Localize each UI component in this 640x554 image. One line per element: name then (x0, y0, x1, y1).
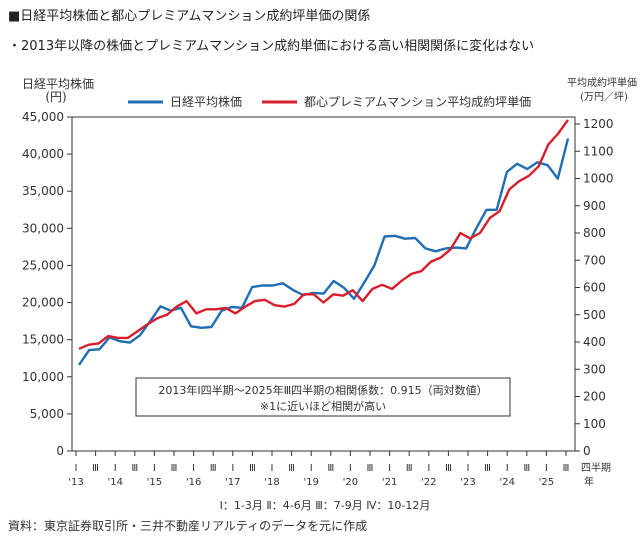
x-quarter-label: Ⅰ (310, 463, 313, 474)
x-year-label: '25 (539, 477, 554, 488)
x-quarter-label: Ⅰ (114, 463, 117, 474)
x-axis: Ⅰ Ⅲ Ⅰ Ⅲ Ⅰ Ⅲ Ⅰ Ⅲ Ⅰ Ⅲ Ⅰ Ⅲ Ⅰ Ⅲ Ⅰ Ⅲ Ⅰ Ⅲ Ⅰ Ⅲ Ⅰ Ⅲ Ⅰ Ⅲ Ⅰ Ⅲ '13 '14 '15 '16 '1… (68, 451, 569, 488)
left-tick-label: 10,000 (22, 370, 64, 384)
x-quarter-label: Ⅰ (192, 463, 195, 474)
x-year-label: '23 (460, 477, 475, 488)
left-axis-unit: (円) (45, 90, 66, 104)
annotation-line-1: 2013年Ⅰ四半期～2025年Ⅲ四半期の相関係数：0.915（両対数値） (158, 383, 487, 397)
legend-label-condo: 都心プレミアムマンション平均成約坪単価 (304, 94, 531, 109)
x-year-label: '19 (303, 477, 318, 488)
x-quarter-label: Ⅲ (210, 463, 217, 474)
x-quarter-label: Ⅲ (406, 463, 413, 474)
x-quarter-label: Ⅰ (427, 463, 430, 474)
right-tick-label: 600 (583, 281, 606, 295)
x-year-label: '18 (264, 477, 279, 488)
right-tick-label: 300 (583, 362, 606, 376)
x-year-label: '21 (382, 477, 397, 488)
left-tick-label: 0 (56, 444, 64, 458)
source-note: 資料：東京証券取引所・三井不動産リアルティのデータを元に作成 (8, 518, 367, 533)
x-year-label: '24 (499, 477, 514, 488)
right-tick-label: 400 (583, 335, 606, 349)
x-year-label: '22 (421, 477, 436, 488)
left-axis: 0 5,000 10,000 15,000 20,000 25,000 30,000 35,0… (22, 110, 72, 458)
right-axis-unit: (万円／坪) (580, 90, 628, 103)
series-line-nikkei (78, 138, 570, 366)
x-year-label: '20 (343, 477, 358, 488)
right-axis-label: 平均成約坪単価 (567, 76, 637, 89)
x-quarter-label: Ⅰ (506, 463, 509, 474)
right-tick-label: 200 (583, 390, 606, 404)
chart-subtitle: ・2013年以降の株価とプレミアムマンション成約単価における高い相関関係に変化は… (8, 38, 534, 54)
x-year-label: '15 (147, 477, 162, 488)
x-quarter-label: Ⅲ (484, 463, 491, 474)
x-quarter-label: Ⅲ (171, 463, 178, 474)
annotation-box (135, 377, 511, 417)
x-quarter-label: Ⅰ (545, 463, 548, 474)
x-quarter-label: Ⅰ (271, 463, 274, 474)
plot-area (71, 116, 576, 452)
legend: 日経平均株価 都心プレミアムマンション平均成約坪単価 (128, 94, 531, 109)
x-quarter-label: Ⅲ (445, 463, 452, 474)
left-tick-label: 45,000 (22, 110, 64, 124)
x-year-label: '14 (107, 477, 122, 488)
left-tick-label: 40,000 (22, 147, 64, 161)
x-quarter-label: Ⅲ (563, 463, 570, 474)
right-axis: 0 100 200 300 400 500 600 700 800 900 1000 1100 1200 (575, 117, 614, 458)
right-tick-label: 100 (583, 417, 606, 431)
x-quarter-label: Ⅲ (92, 463, 99, 474)
annotation-line-2: ※1に近いほど相関が高い (260, 399, 386, 413)
x-quarter-label: Ⅲ (367, 463, 374, 474)
series-layer (78, 119, 570, 366)
series-line-condo (78, 119, 569, 350)
x-quarter-label: Ⅰ (388, 463, 391, 474)
left-tick-label: 25,000 (22, 258, 64, 272)
right-tick-label: 0 (583, 444, 591, 458)
right-tick-label: 1200 (583, 117, 614, 131)
x-quarter-label: Ⅰ (75, 463, 78, 474)
left-axis-label: 日経平均株価 (22, 76, 94, 91)
x-quarter-label: Ⅰ (231, 463, 234, 474)
x-year-label: '13 (68, 477, 83, 488)
right-tick-label: 900 (583, 199, 606, 213)
x-year-label: '16 (186, 477, 201, 488)
x-quarter-label: Ⅰ (467, 463, 470, 474)
x-year-label: '17 (225, 477, 240, 488)
left-tick-label: 5,000 (30, 407, 64, 421)
right-tick-label: 1100 (583, 144, 614, 158)
right-tick-label: 800 (583, 226, 606, 240)
right-tick-label: 700 (583, 253, 606, 267)
left-tick-label: 20,000 (22, 296, 64, 310)
x-quarter-label: Ⅲ (327, 463, 334, 474)
x-quarter-label: Ⅰ (349, 463, 352, 474)
left-tick-label: 15,000 (22, 333, 64, 347)
x-axis-quarter-caption: 四半期 (581, 461, 611, 474)
x-axis-year-caption: 年 (584, 475, 594, 488)
x-quarter-label: Ⅲ (249, 463, 256, 474)
left-tick-label: 30,000 (22, 221, 64, 235)
right-tick-label: 1000 (583, 172, 614, 186)
right-tick-label: 500 (583, 308, 606, 322)
correlation-annotation: 2013年Ⅰ四半期～2025年Ⅲ四半期の相関係数：0.915（両対数値） ※1に… (135, 377, 511, 417)
x-quarter-label: Ⅲ (523, 463, 530, 474)
left-tick-label: 35,000 (22, 184, 64, 198)
quarter-legend-note: Ⅰ：1-3月 Ⅱ：4-6月 Ⅲ：7-9月 Ⅳ：10-12月 (220, 499, 431, 512)
legend-label-nikkei: 日経平均株価 (170, 94, 242, 109)
x-quarter-label: Ⅰ (153, 463, 156, 474)
x-quarter-label: Ⅲ (288, 463, 295, 474)
chart-title: ■日経平均株価と都心プレミアムマンション成約坪単価の関係 (8, 8, 370, 24)
x-quarter-label: Ⅲ (131, 463, 138, 474)
